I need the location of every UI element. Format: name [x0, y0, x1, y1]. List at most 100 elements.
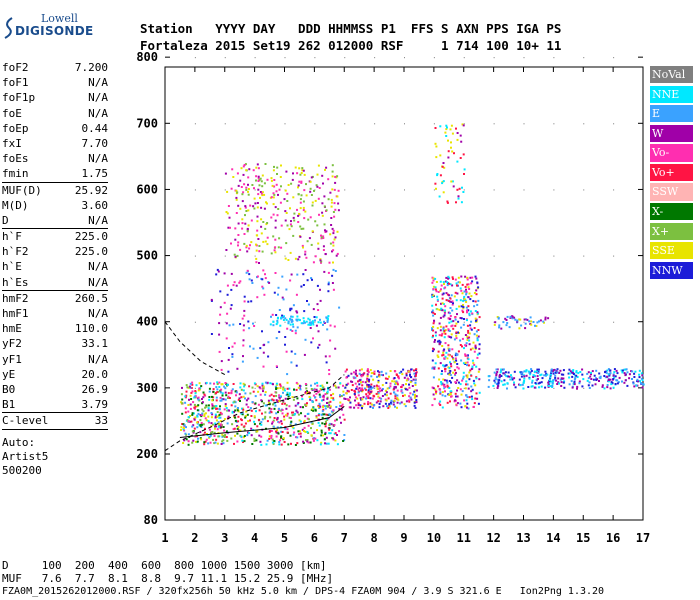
echo-point	[641, 386, 644, 389]
echo-point	[609, 372, 612, 375]
echo-point	[297, 258, 300, 261]
echo-point	[466, 354, 469, 357]
echo-point	[447, 386, 450, 389]
echo-point	[615, 369, 618, 372]
echo-point	[224, 405, 227, 408]
echo-point	[368, 380, 370, 383]
echo-point	[192, 439, 195, 442]
echo-point	[327, 401, 330, 404]
grid-dot	[194, 387, 196, 389]
echo-point	[358, 369, 361, 372]
echo-point	[201, 412, 204, 415]
echo-point	[460, 326, 463, 329]
echo-point	[193, 403, 196, 406]
echo-point	[612, 373, 615, 376]
param-name: h`F	[2, 230, 22, 244]
echo-point	[366, 373, 369, 376]
echo-point	[331, 437, 334, 440]
echo-point	[325, 422, 327, 425]
echo-point	[365, 397, 368, 400]
echo-point	[236, 191, 239, 194]
echo-point	[264, 415, 267, 418]
signal-wave-icon	[4, 17, 13, 39]
echo-point	[455, 322, 458, 325]
echo-point	[451, 132, 454, 135]
echo-point	[271, 441, 274, 444]
echo-point	[592, 378, 595, 381]
echo-point	[230, 272, 233, 275]
echo-point	[368, 387, 371, 390]
echo-point	[276, 416, 279, 419]
echo-point	[607, 380, 610, 383]
echo-point	[277, 193, 279, 196]
echo-point	[316, 439, 319, 442]
echo-point	[221, 433, 224, 436]
echo-point	[311, 175, 314, 178]
echo-point	[415, 399, 418, 401]
echo-point	[247, 397, 250, 400]
echo-point	[250, 219, 253, 222]
grid-dot	[433, 189, 435, 191]
echo-point	[497, 316, 500, 319]
echo-point	[330, 423, 333, 426]
echo-point	[345, 368, 348, 371]
echo-point	[630, 370, 633, 373]
echo-point	[465, 306, 468, 309]
echo-point	[414, 379, 417, 382]
echo-point	[444, 364, 447, 367]
echo-point	[361, 405, 364, 408]
echo-point	[552, 379, 555, 382]
echo-point	[244, 214, 246, 217]
echo-point	[506, 322, 509, 324]
echo-point	[244, 416, 247, 419]
echo-point	[274, 238, 277, 241]
echo-point	[442, 303, 445, 306]
echo-point	[447, 328, 450, 331]
echo-point	[582, 378, 585, 381]
echo-point	[463, 295, 466, 298]
echo-point	[242, 344, 245, 347]
echo-point	[304, 250, 307, 253]
echo-point	[199, 419, 202, 422]
echo-point	[469, 310, 472, 313]
echo-point	[226, 293, 229, 296]
echo-point	[239, 248, 242, 251]
echo-point	[278, 309, 281, 311]
echo-point	[311, 422, 314, 425]
echo-point	[449, 297, 452, 300]
echo-point	[436, 298, 439, 301]
echo-point	[471, 398, 474, 401]
x-tick-label: 3	[221, 531, 228, 545]
echo-point	[268, 411, 271, 414]
echo-point	[433, 340, 436, 343]
x-tick-label: 5	[281, 531, 288, 545]
echo-point	[187, 386, 190, 389]
echo-point	[449, 315, 452, 317]
echo-point	[293, 388, 295, 391]
echo-point	[332, 249, 335, 252]
echo-point	[367, 401, 370, 403]
echo-point	[297, 184, 300, 187]
echo-point	[307, 317, 310, 320]
echo-point	[414, 393, 416, 396]
echo-point	[393, 399, 396, 402]
echo-point	[290, 273, 293, 276]
echo-point	[353, 389, 356, 392]
echo-point	[279, 383, 282, 386]
echo-point	[524, 370, 527, 373]
echo-point	[470, 374, 473, 377]
echo-point	[326, 396, 329, 399]
echo-point	[231, 345, 234, 348]
echo-point	[357, 380, 359, 383]
echo-point	[449, 400, 451, 403]
echo-point	[299, 225, 302, 228]
echo-point	[256, 220, 259, 223]
param-value: 225.0	[74, 230, 108, 244]
echo-point	[347, 374, 350, 377]
echo-point	[284, 343, 286, 346]
echo-point	[246, 413, 249, 416]
echo-point	[221, 435, 224, 438]
echo-point	[234, 419, 237, 422]
echo-point	[611, 382, 614, 385]
